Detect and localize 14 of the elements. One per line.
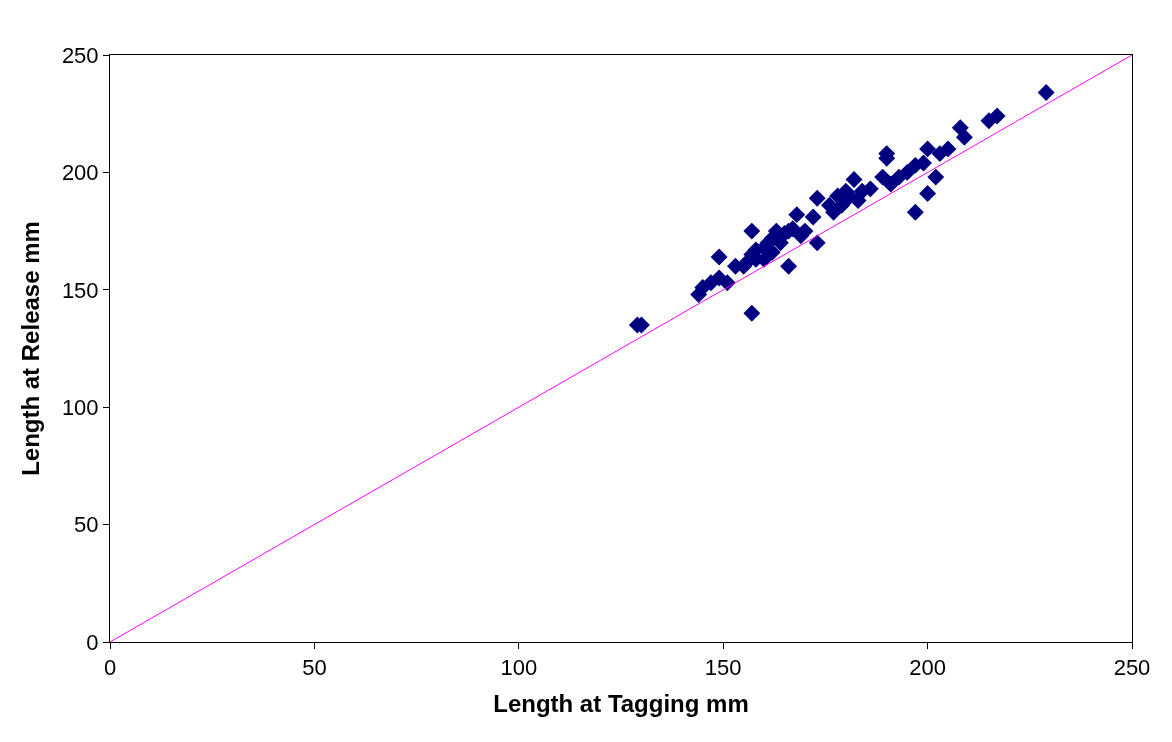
x-tick-label: 0 — [103, 655, 117, 681]
x-tick-label: 100 — [500, 655, 538, 681]
x-tick-label: 250 — [1113, 655, 1151, 681]
x-tick-label: 150 — [704, 655, 742, 681]
y-tick-label: 250 — [61, 42, 99, 68]
x-axis-title: Length at Tagging mm — [493, 689, 749, 717]
y-tick-label: 50 — [74, 512, 99, 538]
x-tick-label: 50 — [302, 655, 327, 681]
y-axis-title: Length at Release mm — [16, 221, 44, 476]
y-tick-label: 200 — [61, 160, 99, 186]
x-tick-label: 200 — [909, 655, 946, 681]
y-tick-label: 150 — [61, 277, 99, 303]
y-tick-label: 100 — [61, 394, 99, 420]
y-tick-label: 0 — [86, 629, 99, 655]
